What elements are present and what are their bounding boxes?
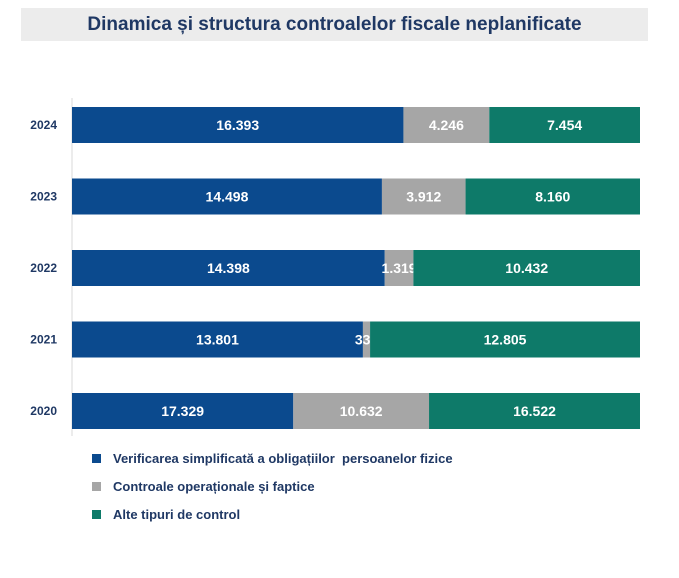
data-label-2023-verificarea: 14.498 bbox=[206, 189, 249, 205]
bar-2024-alte bbox=[489, 107, 640, 143]
legend-label-verificarea: Verificarea simplificată a obligațiilor … bbox=[113, 450, 453, 466]
data-label-2020-verificarea: 17.329 bbox=[161, 403, 204, 419]
data-label-2024-alte: 7.454 bbox=[547, 117, 582, 133]
legend-label-controale: Controale operaționale și faptice bbox=[113, 478, 315, 494]
bar-2021-alte bbox=[370, 321, 640, 358]
bar-2024-controale bbox=[403, 107, 490, 143]
y-tick-label-2023: 2023 bbox=[30, 190, 57, 204]
legend-item-controale: Controale operaționale și faptice bbox=[92, 478, 453, 494]
y-tick-label-2022: 2022 bbox=[30, 261, 57, 275]
legend-item-alte: Alte tipuri de control bbox=[92, 506, 453, 522]
legend-label-alte: Alte tipuri de control bbox=[113, 506, 241, 522]
data-label-2024-verificarea: 16.393 bbox=[216, 117, 259, 133]
legend-swatch-controale bbox=[92, 481, 101, 491]
legend-swatch-verificarea bbox=[92, 453, 101, 463]
data-label-2020-controale: 10.632 bbox=[340, 403, 383, 419]
y-tick-label-2024: 2024 bbox=[30, 118, 57, 132]
data-label-2024-controale: 4.246 bbox=[429, 117, 464, 133]
data-label-2021-alte: 12.805 bbox=[484, 332, 527, 348]
bar-2024-verificarea bbox=[72, 107, 404, 143]
bar-2023-controale bbox=[381, 178, 466, 215]
chart-title: Dinamica și structura controalelor fisca… bbox=[87, 13, 582, 35]
legend: Verificarea simplificată a obligațiilor … bbox=[92, 450, 453, 534]
bar-2020-alte bbox=[429, 393, 640, 429]
y-tick-label-2020: 2020 bbox=[30, 404, 57, 418]
legend-item-verificarea: Verificarea simplificată a obligațiilor … bbox=[92, 450, 453, 466]
stacked-bar-chart: 2024 16.393 4.246 7.454 2023 14.498 3.912 8.160… bbox=[30, 98, 640, 436]
bar-2022-verificarea bbox=[72, 250, 385, 286]
bar-2021-verificarea bbox=[72, 321, 363, 358]
bar-2022-alte bbox=[413, 250, 640, 286]
data-label-2023-controale: 3.912 bbox=[406, 189, 441, 205]
data-label-2023-alte: 8.160 bbox=[535, 189, 570, 205]
data-label-2022-alte: 10.432 bbox=[505, 260, 548, 276]
data-label-2020-alte: 16.522 bbox=[513, 403, 556, 419]
bar-2020-verificarea bbox=[72, 393, 294, 429]
bar-2020-controale bbox=[293, 393, 430, 429]
bar-2023-alte bbox=[465, 178, 640, 215]
bar-2021-controale bbox=[362, 321, 371, 358]
data-label-2021-verificarea: 13.801 bbox=[196, 332, 239, 348]
data-label-2022-controale: 1.319 bbox=[382, 260, 417, 276]
bar-2023-verificarea bbox=[72, 178, 382, 215]
y-tick-label-2021: 2021 bbox=[30, 333, 57, 347]
legend-swatch-alte bbox=[92, 509, 101, 519]
data-label-2022-verificarea: 14.398 bbox=[207, 260, 250, 276]
bar-2022-controale bbox=[384, 250, 414, 286]
chart-title-box: Dinamica și structura controalelor fisca… bbox=[21, 8, 648, 41]
